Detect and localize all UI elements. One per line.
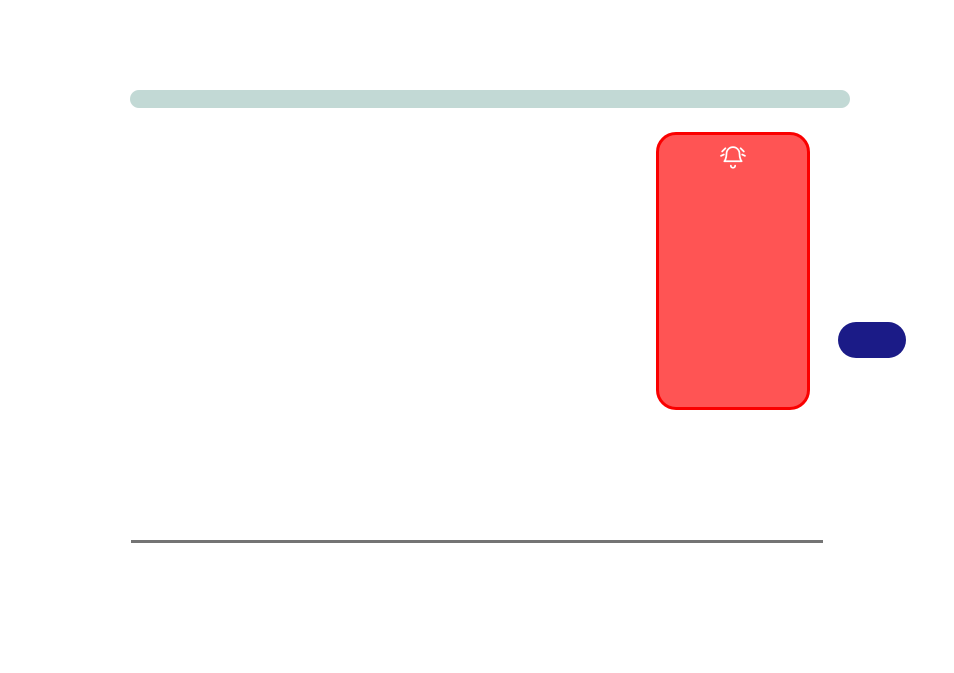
- alert-panel[interactable]: [656, 132, 810, 410]
- side-action-button[interactable]: [838, 322, 906, 358]
- top-bar: [130, 90, 850, 108]
- bell-alert-icon: [720, 145, 746, 171]
- divider-line: [131, 540, 823, 543]
